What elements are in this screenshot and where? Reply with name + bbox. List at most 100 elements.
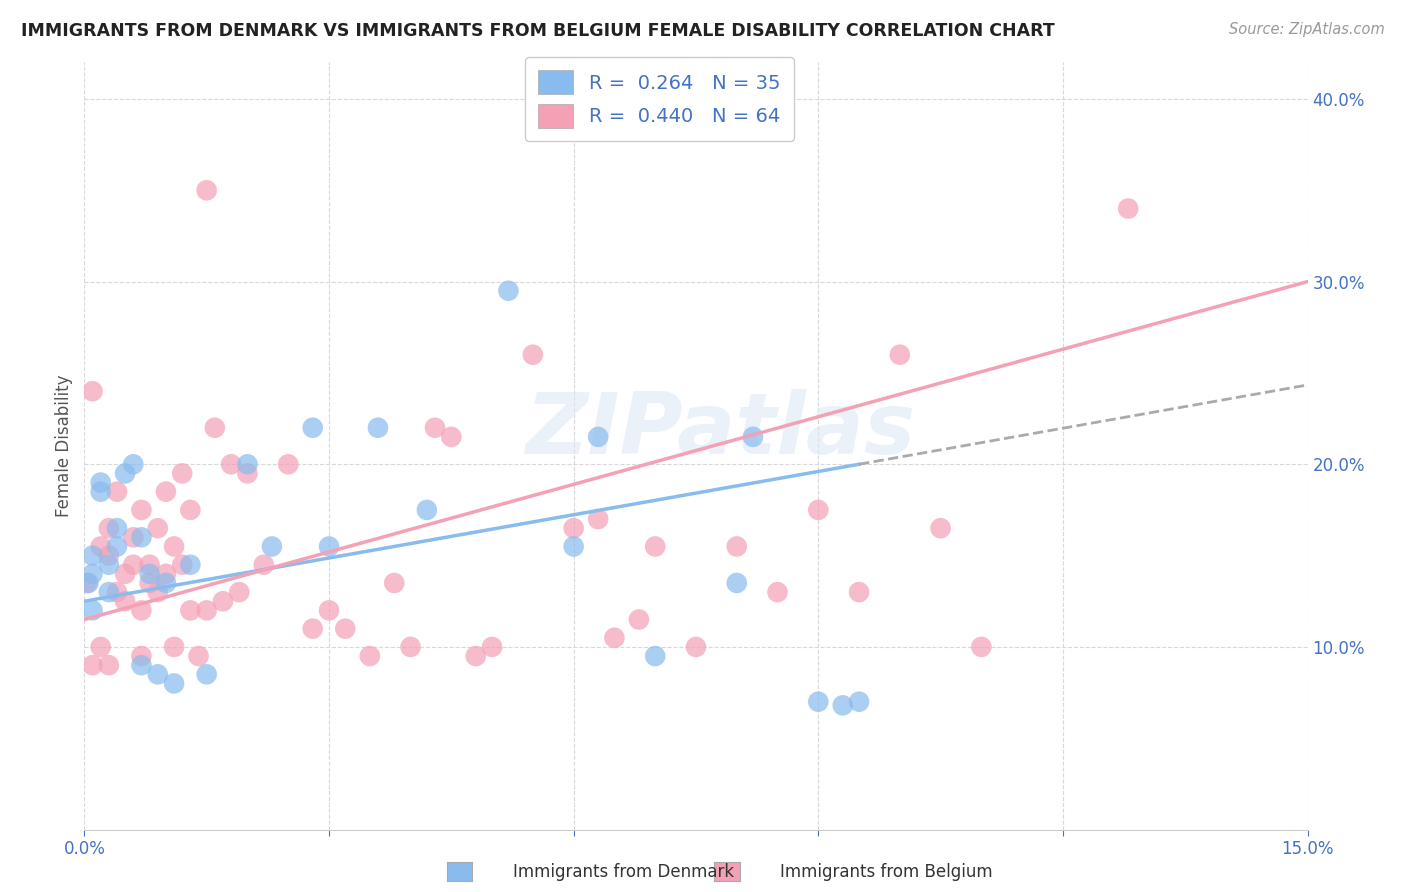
Point	[848, 695, 870, 709]
Point	[82, 603, 104, 617]
Point	[155, 484, 177, 499]
Point	[105, 540, 128, 554]
Point	[359, 648, 381, 663]
Point	[301, 421, 323, 435]
Point	[97, 549, 120, 563]
Point	[97, 558, 120, 572]
Point	[889, 348, 911, 362]
Point	[90, 640, 112, 654]
Point	[318, 540, 340, 554]
Point	[187, 648, 209, 663]
Point	[163, 540, 186, 554]
Point	[831, 698, 853, 713]
Point	[644, 540, 666, 554]
Point	[105, 585, 128, 599]
Point	[114, 467, 136, 481]
Point	[146, 521, 169, 535]
Point	[114, 566, 136, 581]
Point	[522, 348, 544, 362]
Point	[172, 467, 194, 481]
Point	[807, 503, 830, 517]
Point	[90, 540, 112, 554]
Point	[562, 540, 585, 554]
Point	[301, 622, 323, 636]
Point	[155, 566, 177, 581]
Point	[105, 521, 128, 535]
Point	[335, 622, 357, 636]
Point	[82, 384, 104, 399]
Point	[82, 566, 104, 581]
Point	[807, 695, 830, 709]
Point	[114, 594, 136, 608]
Point	[195, 183, 218, 197]
Point	[90, 484, 112, 499]
Point	[131, 648, 153, 663]
Legend: R =  0.264   N = 35, R =  0.440   N = 64: R = 0.264 N = 35, R = 0.440 N = 64	[524, 57, 794, 141]
Point	[236, 457, 259, 471]
Point	[97, 521, 120, 535]
Point	[172, 558, 194, 572]
Point	[122, 530, 145, 544]
Point	[146, 667, 169, 681]
Point	[219, 457, 242, 471]
Text: Immigrants from Belgium: Immigrants from Belgium	[780, 863, 993, 881]
Point	[481, 640, 503, 654]
Point	[498, 284, 520, 298]
Point	[138, 576, 160, 591]
Point	[146, 585, 169, 599]
Point	[253, 558, 276, 572]
Point	[131, 503, 153, 517]
Text: ZIPatlas: ZIPatlas	[526, 389, 915, 472]
Point	[586, 430, 609, 444]
Point	[970, 640, 993, 654]
Point	[742, 430, 765, 444]
Y-axis label: Female Disability: Female Disability	[55, 375, 73, 517]
Point	[97, 585, 120, 599]
Point	[179, 558, 201, 572]
Point	[382, 576, 405, 591]
Point	[131, 530, 153, 544]
Point	[155, 576, 177, 591]
Point	[603, 631, 626, 645]
Point	[179, 503, 201, 517]
Point	[586, 512, 609, 526]
Point	[122, 457, 145, 471]
Point	[195, 603, 218, 617]
Point	[131, 603, 153, 617]
Point	[90, 475, 112, 490]
Point	[76, 576, 98, 591]
Point	[685, 640, 707, 654]
Point	[228, 585, 250, 599]
Point	[212, 594, 235, 608]
Point	[367, 421, 389, 435]
Point	[77, 576, 100, 591]
Point	[1116, 202, 1139, 216]
Point	[725, 540, 748, 554]
Point	[848, 585, 870, 599]
Point	[236, 467, 259, 481]
Point	[440, 430, 463, 444]
Point	[318, 603, 340, 617]
Point	[138, 566, 160, 581]
Point	[725, 576, 748, 591]
Point	[260, 540, 283, 554]
Point	[138, 558, 160, 572]
Point	[627, 613, 650, 627]
Point	[464, 648, 486, 663]
Point	[163, 676, 186, 690]
Point	[766, 585, 789, 599]
Point	[929, 521, 952, 535]
Point	[644, 648, 666, 663]
Point	[562, 521, 585, 535]
Text: IMMIGRANTS FROM DENMARK VS IMMIGRANTS FROM BELGIUM FEMALE DISABILITY CORRELATION: IMMIGRANTS FROM DENMARK VS IMMIGRANTS FR…	[21, 22, 1054, 40]
Point	[399, 640, 422, 654]
Point	[122, 558, 145, 572]
Point	[82, 658, 104, 673]
Point	[416, 503, 439, 517]
Point	[105, 484, 128, 499]
Point	[195, 667, 218, 681]
Text: Source: ZipAtlas.com: Source: ZipAtlas.com	[1229, 22, 1385, 37]
Point	[82, 549, 104, 563]
Point	[204, 421, 226, 435]
Point	[179, 603, 201, 617]
